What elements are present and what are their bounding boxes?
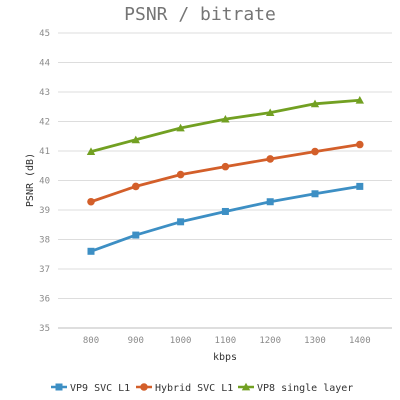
x-tick-label: 1300 (304, 336, 326, 346)
legend-label: VP8 single layer (257, 383, 353, 394)
data-point (266, 108, 275, 117)
x-tick-label: 1400 (349, 336, 371, 346)
data-point (221, 207, 229, 215)
x-tick-label: 800 (83, 336, 99, 346)
chart-title: PSNR / bitrate (124, 4, 276, 25)
data-point (176, 123, 185, 132)
data-point (311, 190, 319, 198)
x-tick-label: 1100 (215, 336, 237, 346)
data-point (356, 140, 364, 149)
x-tick-label: 1200 (259, 336, 281, 346)
y-tick-label: 41 (39, 147, 50, 157)
y-tick-label: 40 (39, 177, 50, 187)
legend-marker (55, 383, 63, 391)
legend-label: Hybrid SVC L1 (155, 383, 233, 394)
data-point (131, 135, 140, 144)
y-tick-label: 35 (39, 324, 50, 334)
y-axis-label: PSNR (dB) (25, 153, 36, 207)
data-point (356, 182, 364, 190)
gridlines (58, 32, 392, 329)
data-point (311, 147, 319, 156)
data-point (266, 198, 274, 206)
data-point (176, 170, 185, 179)
data-point (221, 162, 230, 171)
y-tick-label: 38 (39, 236, 50, 246)
y-tick-label: 43 (39, 88, 50, 98)
y-axis-ticks: 35 36 37 38 39 40 41 42 43 44 45 (39, 29, 50, 334)
data-point (221, 114, 230, 123)
x-axis-ticks: 800 900 1000 1100 1200 1300 1400 (83, 336, 371, 346)
y-tick-label: 44 (39, 59, 50, 69)
series-lines (86, 96, 364, 255)
legend-marker (140, 383, 148, 391)
y-tick-label: 39 (39, 206, 50, 216)
x-tick-label: 900 (128, 336, 144, 346)
x-tick-label: 1000 (170, 336, 192, 346)
data-point (177, 218, 185, 226)
series-line (90, 185, 361, 253)
y-tick-label: 37 (39, 265, 50, 275)
data-point (266, 155, 275, 163)
data-point (310, 99, 320, 108)
data-point (132, 231, 140, 239)
legend-label: VP9 SVC L1 (70, 383, 130, 394)
x-axis-label: kbps (213, 352, 237, 363)
data-point (355, 96, 364, 104)
data-point (86, 147, 96, 155)
data-point (87, 247, 95, 255)
y-tick-label: 42 (39, 118, 50, 128)
series-line (90, 98, 360, 153)
data-point (132, 182, 140, 191)
y-tick-label: 36 (39, 295, 50, 305)
data-point (87, 197, 95, 206)
legend: VP9 SVC L1 Hybrid SVC L1 VP8 single layer (51, 382, 353, 394)
legend-marker (241, 382, 251, 391)
y-tick-label: 45 (39, 29, 50, 39)
